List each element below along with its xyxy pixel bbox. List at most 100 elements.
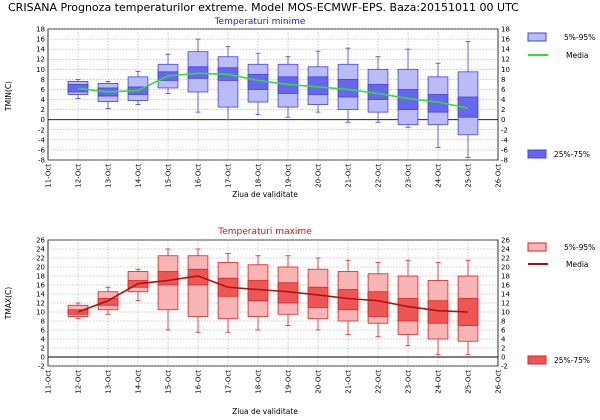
xtick-label: 22-Oct xyxy=(375,164,383,188)
legend-label-outer-maxime: 5%-95% xyxy=(564,243,595,252)
ytick-label-left: 4 xyxy=(41,336,46,344)
xtick-label: 19-Oct xyxy=(285,370,293,394)
ytick-label-left: 20 xyxy=(36,264,45,272)
ytick-label-right: 8 xyxy=(501,76,505,84)
ytick-label-right: 18 xyxy=(501,273,510,281)
box-inner-25-75 xyxy=(367,291,389,317)
box-minime-20-Oct xyxy=(307,50,329,113)
box-maxime-17-Oct xyxy=(217,253,239,333)
box-minime-24-Oct xyxy=(427,62,449,148)
legend-swatch-inner-maxime xyxy=(527,355,547,365)
ytick-label-right: 2 xyxy=(501,106,505,114)
ytick-label-left: -2 xyxy=(38,126,45,134)
xtick-label: 21-Oct xyxy=(345,370,353,394)
legend-label-inner-minime: 25%-75% xyxy=(554,150,590,159)
ytick-label-right: 26 xyxy=(501,237,510,245)
box-minime-23-Oct xyxy=(397,48,419,128)
ytick-label-right: 0 xyxy=(501,116,505,124)
xtick-label: 26-Oct xyxy=(495,164,503,188)
ytick-label-left: 0 xyxy=(41,116,45,124)
chart-title-minime: Temperaturi minime xyxy=(214,17,306,27)
xtick-label: 15-Oct xyxy=(165,164,173,188)
ytick-label-left: 24 xyxy=(36,246,45,254)
box-minime-16-Oct xyxy=(187,38,209,113)
box-maxime-12-Oct xyxy=(67,302,89,320)
xtick-label: 20-Oct xyxy=(315,370,323,394)
xtick-label: 17-Oct xyxy=(225,370,233,394)
ytick-label-left: -4 xyxy=(38,136,46,144)
xtick-label: 13-Oct xyxy=(105,370,113,394)
xtick-label: 24-Oct xyxy=(435,370,443,394)
ytick-label-right: 12 xyxy=(501,56,510,64)
box-inner-25-75 xyxy=(97,298,119,306)
ytick-label-right: -8 xyxy=(501,157,508,165)
box-minime-17-Oct xyxy=(217,46,239,121)
xtick-label: 16-Oct xyxy=(195,164,203,188)
ytick-label-left: 0 xyxy=(41,354,45,362)
legend-label-mean-maxime: Media xyxy=(566,260,589,269)
mean-line-minime xyxy=(77,72,469,109)
legend-minime: 5%-95% Media 25%-75% xyxy=(527,32,595,159)
ytick-label-right: -2 xyxy=(501,363,508,371)
box-maxime-14-Oct xyxy=(127,268,149,302)
ytick-label-right: 20 xyxy=(501,264,510,272)
ytick-label-right: 0 xyxy=(501,354,505,362)
chart-temperaturi-maxime: Temperaturi maxime TMAX(C) Ziua de valid… xyxy=(4,227,595,416)
box-minime-22-Oct xyxy=(367,56,389,123)
xtick-label: 26-Oct xyxy=(495,370,503,394)
ytick-label-left: 16 xyxy=(36,36,45,44)
box-inner-25-75 xyxy=(307,286,329,308)
box-maxime-24-Oct xyxy=(427,262,449,356)
ytick-label-right: 6 xyxy=(501,327,506,335)
ytick-label-left: 6 xyxy=(41,86,46,94)
box-maxime-22-Oct xyxy=(367,262,389,338)
ytick-label-right: -6 xyxy=(501,146,509,154)
ytick-label-right: 18 xyxy=(501,26,510,34)
legend-swatch-outer-maxime xyxy=(527,242,547,252)
ytick-label-right: 16 xyxy=(501,282,510,290)
figure-title: CRISANA Prognoza temperaturilor extreme.… xyxy=(8,1,519,14)
legend-label-mean-minime: Media xyxy=(566,51,589,60)
ytick-label-right: 8 xyxy=(501,318,505,326)
xtick-label: 18-Oct xyxy=(255,370,263,394)
ytick-label-left: 18 xyxy=(36,26,45,34)
box-inner-25-75 xyxy=(397,298,419,322)
box-maxime-23-Oct xyxy=(397,259,419,347)
box-minime-18-Oct xyxy=(247,52,269,116)
ytick-label-left: 8 xyxy=(41,76,45,84)
ytick-label-left: 14 xyxy=(36,46,45,54)
ytick-label-left: 12 xyxy=(36,300,45,308)
xtick-label: 23-Oct xyxy=(405,164,413,188)
ytick-label-left: -2 xyxy=(38,363,45,371)
ytick-label-right: 10 xyxy=(501,66,510,74)
ytick-label-right: 12 xyxy=(501,300,510,308)
box-minime-21-Oct xyxy=(337,47,359,123)
xtick-label: 13-Oct xyxy=(105,164,113,188)
xtick-label: 15-Oct xyxy=(165,370,173,394)
box-maxime-25-Oct xyxy=(457,259,479,356)
xtick-label: 23-Oct xyxy=(405,370,413,394)
box-maxime-20-Oct xyxy=(307,257,329,331)
ytick-label-left: 2 xyxy=(41,106,45,114)
ytick-label-left: 14 xyxy=(36,291,45,299)
xtick-label: 16-Oct xyxy=(195,370,203,394)
ytick-label-left: 6 xyxy=(41,327,46,335)
ytick-label-right: 14 xyxy=(501,46,510,54)
legend-swatch-outer-minime xyxy=(527,32,547,42)
ytick-label-right: 6 xyxy=(501,86,506,94)
box-maxime-15-Oct xyxy=(157,248,179,331)
xtick-label: 11-Oct xyxy=(45,164,53,188)
ylabel-tmax: TMAX(C) xyxy=(4,287,13,320)
ytick-label-right: 4 xyxy=(501,96,506,104)
legend-maxime: 5%-95% Media 25%-75% xyxy=(527,242,595,365)
chart-temperaturi-minime: Temperaturi minime TMIN(C) Ziua de valid… xyxy=(4,17,595,199)
plot-area-minime: -8 -8 -6 -6 -4 -4 -2 -2 0 0 2 2 4 4 6 6 8 8 10 10 12 12 14 14 16… xyxy=(36,26,510,188)
xtick-label: 20-Oct xyxy=(315,164,323,188)
xtick-label: 22-Oct xyxy=(375,370,383,394)
ytick-label-left: 10 xyxy=(36,66,45,74)
box-inner-25-75 xyxy=(67,84,89,93)
box-minime-25-Oct xyxy=(457,41,479,158)
xtick-label: 17-Oct xyxy=(225,164,233,188)
